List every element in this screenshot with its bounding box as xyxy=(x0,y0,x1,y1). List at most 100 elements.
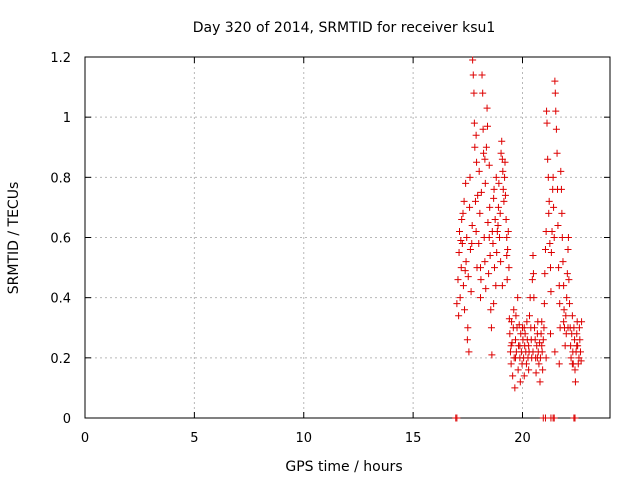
data-point xyxy=(463,234,471,241)
data-point xyxy=(477,276,485,284)
data-point xyxy=(485,270,493,278)
data-point xyxy=(471,143,479,151)
y-tick-label: 0.6 xyxy=(50,232,71,247)
data-point xyxy=(503,234,511,241)
data-point xyxy=(567,354,575,362)
data-point xyxy=(463,336,471,344)
data-point xyxy=(481,179,489,187)
data-point xyxy=(506,348,514,356)
data-point xyxy=(459,282,467,290)
data-point xyxy=(502,215,510,223)
data-point xyxy=(461,306,469,314)
data-point xyxy=(494,203,502,211)
data-point xyxy=(512,354,519,362)
data-point xyxy=(557,185,565,193)
data-point xyxy=(545,209,553,217)
data-point xyxy=(490,194,498,202)
data-point xyxy=(485,161,493,169)
data-point xyxy=(559,258,567,266)
data-point xyxy=(540,300,548,308)
data-point xyxy=(461,267,469,275)
data-point xyxy=(566,300,574,308)
data-point xyxy=(564,246,572,254)
data-point xyxy=(458,240,466,248)
data-point xyxy=(552,125,560,133)
data-point xyxy=(475,167,483,175)
data-point xyxy=(458,215,466,223)
data-point xyxy=(455,312,463,320)
data-point xyxy=(484,122,491,130)
data-point xyxy=(492,173,500,181)
y-tick-label: 0.2 xyxy=(50,352,71,367)
data-point xyxy=(505,264,513,272)
data-point xyxy=(500,197,508,205)
data-point xyxy=(503,276,511,284)
grid-lines xyxy=(85,57,610,418)
data-point xyxy=(499,167,507,175)
data-point xyxy=(456,227,463,235)
y-tick-label: 1.2 xyxy=(50,51,71,66)
data-point xyxy=(501,173,509,181)
data-point xyxy=(571,366,579,374)
data-point xyxy=(548,227,556,235)
data-point xyxy=(540,324,548,332)
x-tick-label: 20 xyxy=(514,431,531,446)
data-point xyxy=(550,414,558,422)
data-point xyxy=(551,348,559,356)
data-point xyxy=(496,209,504,217)
data-point xyxy=(473,158,481,166)
data-point xyxy=(576,336,584,344)
data-point xyxy=(482,143,490,151)
data-point xyxy=(498,137,506,145)
data-point xyxy=(547,264,554,272)
data-point xyxy=(554,221,562,229)
data-point xyxy=(520,324,528,332)
data-point xyxy=(466,246,474,254)
data-point xyxy=(456,294,464,302)
y-tick-label: 0 xyxy=(63,412,71,427)
y-tick-label: 1 xyxy=(63,111,71,126)
data-point xyxy=(525,342,533,350)
x-tick-label: 10 xyxy=(295,431,312,446)
data-point xyxy=(550,203,558,211)
data-point xyxy=(516,342,524,350)
data-point xyxy=(464,273,472,281)
data-point xyxy=(497,258,505,266)
y-tick-label: 0.8 xyxy=(50,171,71,186)
data-point xyxy=(545,197,553,205)
data-point xyxy=(501,191,509,199)
data-point xyxy=(551,77,559,85)
data-point xyxy=(543,107,551,115)
data-point xyxy=(498,282,506,290)
data-point xyxy=(571,378,579,386)
data-point xyxy=(576,348,584,356)
data-point xyxy=(477,264,484,272)
data-point xyxy=(542,227,550,235)
data-point xyxy=(553,149,561,157)
chart-title: Day 320 of 2014, SRMTID for receiver ksu… xyxy=(193,20,496,36)
data-point xyxy=(539,336,547,344)
data-point xyxy=(531,336,539,344)
data-point xyxy=(487,306,495,314)
data-point xyxy=(567,342,575,350)
data-point xyxy=(487,324,495,332)
data-point xyxy=(552,107,560,115)
y-tick-label: 0.4 xyxy=(50,292,71,307)
data-point xyxy=(550,234,558,241)
data-point xyxy=(533,354,541,362)
data-point xyxy=(491,215,499,223)
data-point xyxy=(577,357,585,365)
data-point xyxy=(514,294,522,302)
data-point xyxy=(468,240,476,248)
data-point xyxy=(470,119,478,127)
y-axis-title: SRMTID / TECUs xyxy=(6,182,22,295)
data-point xyxy=(544,155,552,163)
data-point xyxy=(482,285,490,293)
data-point xyxy=(528,276,536,284)
data-point xyxy=(531,324,539,332)
data-point xyxy=(479,89,487,97)
data-point xyxy=(501,158,509,166)
data-point xyxy=(536,378,544,386)
data-point xyxy=(481,258,489,266)
data-point xyxy=(549,173,557,181)
